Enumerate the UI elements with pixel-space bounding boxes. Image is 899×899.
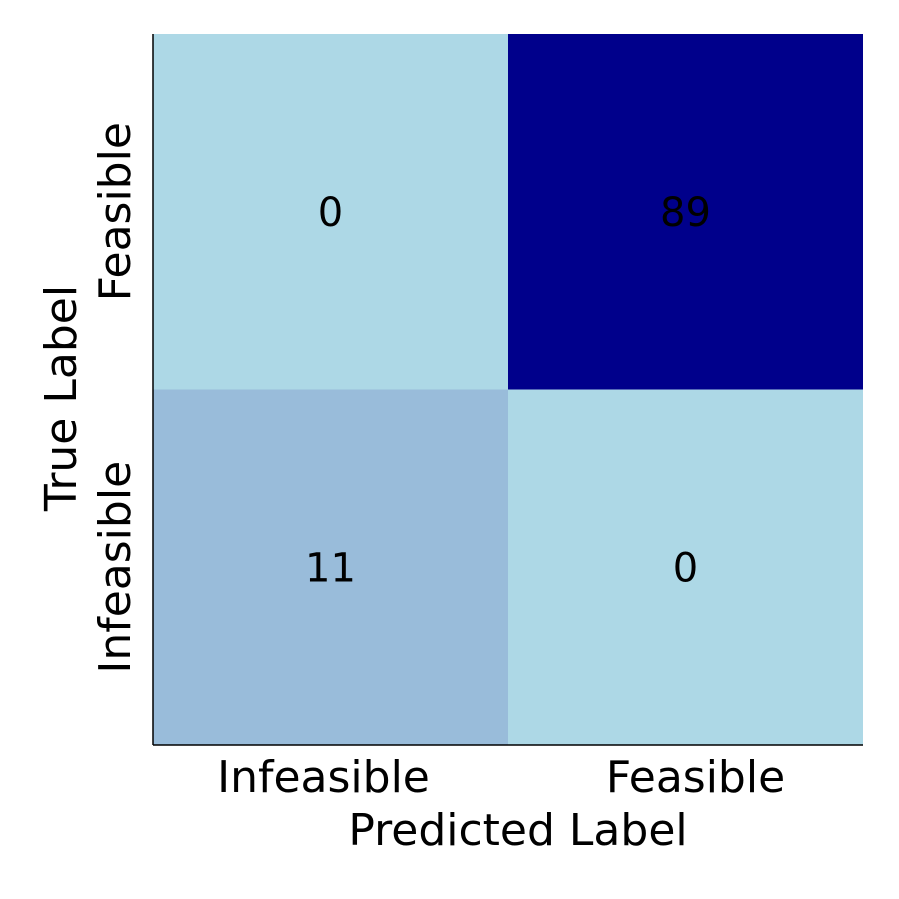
axes-layer [152,34,863,746]
cell-value-feasible-infeasible: 0 [318,190,343,236]
cells-layer: 0 89 11 0 [153,34,863,745]
cell-value-infeasible-infeasible: 11 [305,545,356,591]
cell-feasible-infeasible [153,34,508,390]
x-tick-label-infeasible: Infeasible [217,752,430,803]
y-tick-label-feasible: Feasible [90,122,141,301]
y-tick-label-infeasible: Infeasible [90,461,141,674]
x-axis-title: Predicted Label [348,805,687,856]
cell-infeasible-infeasible [153,389,508,745]
cell-value-feasible-feasible: 89 [660,190,711,236]
x-tick-label-feasible: Feasible [606,752,785,803]
cell-value-infeasible-feasible: 0 [673,545,698,591]
cell-feasible-feasible [508,34,863,390]
y-axis-title: True Label [36,285,87,512]
cell-infeasible-feasible [508,389,863,745]
ticks-layer: Infeasible Feasible Infeasible Feasible [90,122,785,803]
